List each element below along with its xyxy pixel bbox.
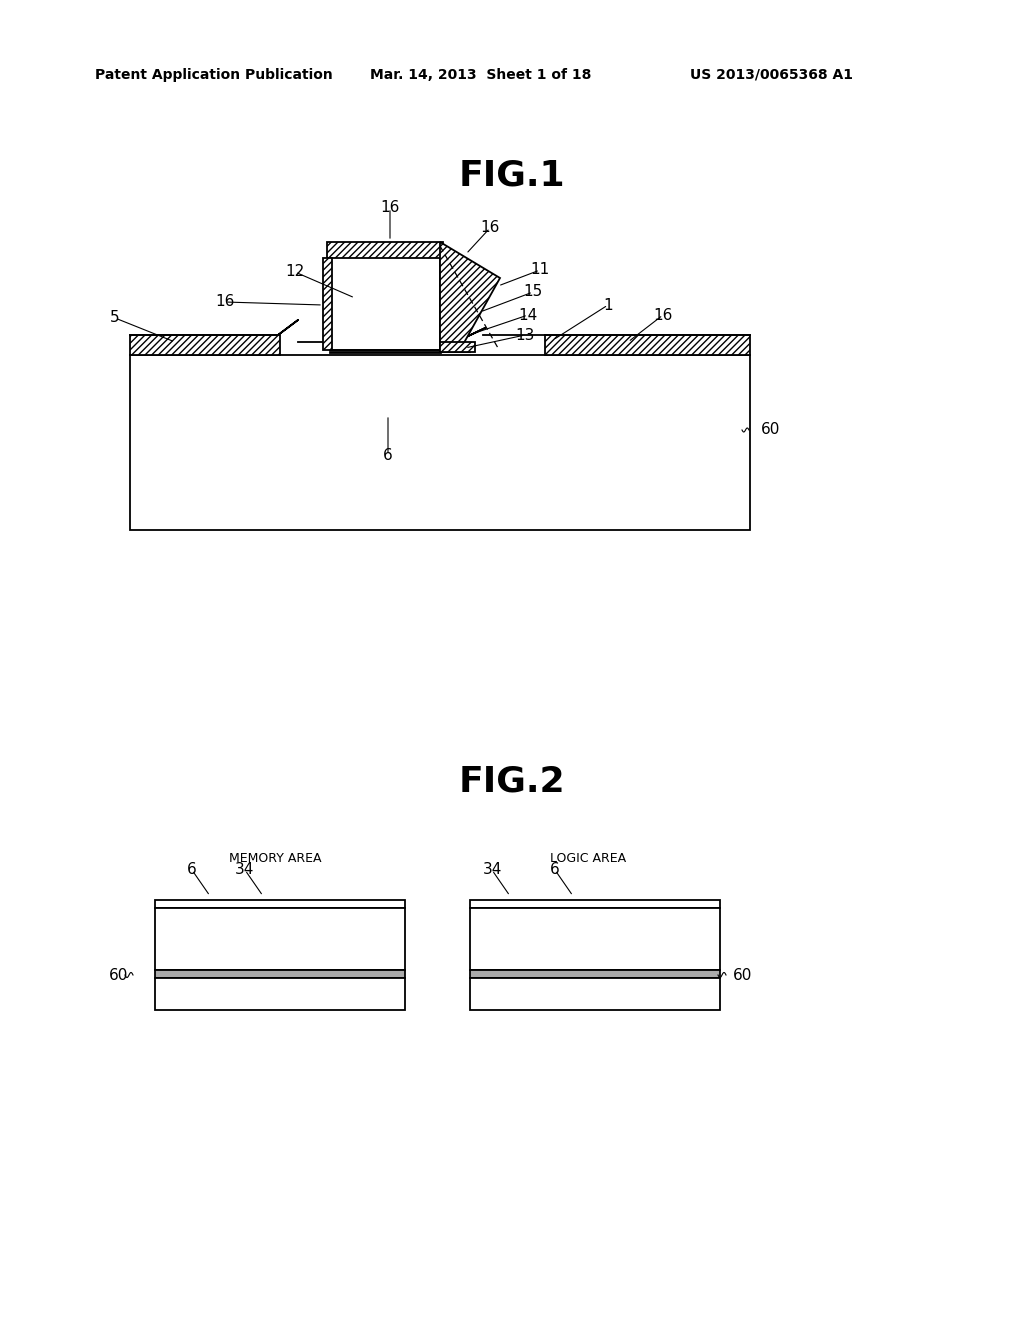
Text: Patent Application Publication: Patent Application Publication: [95, 69, 333, 82]
Text: 60: 60: [733, 968, 753, 982]
Text: LOGIC AREA: LOGIC AREA: [550, 851, 626, 865]
Text: 6: 6: [383, 447, 393, 462]
Bar: [327, 242, 443, 257]
Bar: [155, 978, 406, 1010]
Text: FIG.1: FIG.1: [459, 158, 565, 191]
Text: 34: 34: [482, 862, 502, 878]
Bar: [545, 335, 750, 355]
Text: 6: 6: [187, 862, 197, 878]
Bar: [440, 342, 475, 352]
Text: 60: 60: [761, 422, 780, 437]
Text: 34: 34: [236, 862, 255, 878]
Text: 16: 16: [380, 201, 399, 215]
Text: FIG.2: FIG.2: [459, 766, 565, 799]
Text: Mar. 14, 2013  Sheet 1 of 18: Mar. 14, 2013 Sheet 1 of 18: [370, 69, 592, 82]
Bar: [130, 355, 750, 531]
Text: 15: 15: [523, 285, 543, 300]
Text: 60: 60: [109, 968, 128, 982]
Text: 1: 1: [603, 297, 612, 313]
Text: 12: 12: [286, 264, 304, 280]
Bar: [470, 900, 720, 908]
Bar: [470, 978, 720, 1010]
Text: MEMORY AREA: MEMORY AREA: [228, 851, 322, 865]
Text: 13: 13: [515, 327, 535, 342]
Text: 14: 14: [518, 308, 538, 322]
Text: 16: 16: [215, 294, 234, 309]
Polygon shape: [440, 242, 500, 350]
Text: 5: 5: [111, 310, 120, 326]
Bar: [470, 970, 720, 978]
Text: 6: 6: [550, 862, 560, 878]
Bar: [155, 970, 406, 978]
Bar: [130, 335, 280, 355]
Text: US 2013/0065368 A1: US 2013/0065368 A1: [690, 69, 853, 82]
Bar: [155, 908, 406, 970]
Text: 16: 16: [480, 220, 500, 235]
Bar: [470, 908, 720, 970]
Bar: [155, 900, 406, 908]
Bar: [323, 257, 332, 350]
Text: 16: 16: [653, 308, 673, 322]
Bar: [330, 255, 440, 350]
Text: 11: 11: [530, 263, 550, 277]
